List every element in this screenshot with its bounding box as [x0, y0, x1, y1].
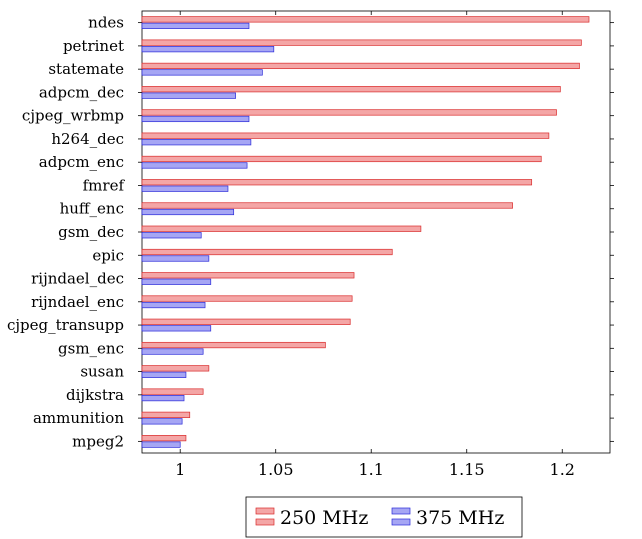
bar-250mhz [141, 248, 393, 256]
bar-250mhz [141, 132, 550, 139]
category-label: cjpeg_transupp [7, 316, 124, 334]
category-label: rijndael_enc [31, 293, 124, 311]
category-label: statemate [48, 60, 124, 78]
bar-250mhz [141, 295, 353, 302]
bar-375mhz [141, 115, 250, 123]
category-label: fmref [83, 176, 126, 194]
x-tick-label: 1 [175, 460, 185, 479]
category-label: gsm_enc [58, 339, 124, 357]
bar-375mhz [141, 418, 183, 425]
category-label: h264_dec [51, 130, 124, 148]
bar-375mhz [141, 232, 202, 239]
category-label: rijndael_dec [31, 270, 124, 288]
bar-375mhz [141, 22, 250, 29]
bar-375mhz [141, 278, 212, 285]
category-label: petrinet [63, 37, 124, 55]
bar-375mhz [141, 46, 275, 53]
bar-250mhz [141, 225, 422, 232]
bar-375mhz [141, 92, 236, 99]
bar-250mhz [141, 86, 561, 93]
bar-250mhz [141, 272, 355, 279]
bar-250mhz [141, 16, 590, 23]
bar-375mhz [141, 162, 248, 169]
bar-250mhz [141, 39, 582, 46]
bar-250mhz [141, 365, 210, 372]
legend-swatch-375mhz-lower [391, 518, 411, 526]
bar-250mhz [141, 202, 513, 209]
bar-250mhz [141, 109, 557, 116]
bar-250mhz [141, 155, 542, 163]
bar-375mhz [141, 69, 263, 76]
bar-250mhz [141, 318, 351, 325]
bar-375mhz [141, 208, 235, 216]
legend-swatch-375mhz [391, 507, 411, 515]
category-label: ammunition [33, 409, 124, 427]
bar-375mhz [141, 139, 252, 146]
bar-250mhz [141, 388, 204, 395]
bar-375mhz [141, 348, 204, 355]
category-label: adpcm_dec [39, 83, 124, 101]
bar-250mhz [141, 62, 580, 70]
x-tick-label: 1.15 [449, 460, 485, 479]
category-label: huff_enc [60, 200, 124, 218]
bar-375mhz [141, 301, 206, 309]
legend-swatch-250mhz-lower [255, 518, 275, 526]
legend: 250 MHz 375 MHz [245, 496, 523, 538]
legend-label-250mhz: 250 MHz [280, 507, 368, 529]
bar-375mhz [141, 255, 210, 262]
category-label: dijkstra [66, 386, 124, 404]
x-tick-label: 1.1 [358, 460, 383, 479]
bar-375mhz [141, 325, 212, 332]
plot-area: 1 1.05 1.1 1.15 1.2 ndes petrinet statemate adpc… [7, 10, 614, 479]
legend-label-375mhz: 375 MHz [416, 507, 504, 529]
bar-250mhz [141, 435, 187, 442]
legend-box [245, 496, 523, 538]
bar-375mhz [141, 185, 229, 192]
bar-375mhz [141, 371, 187, 378]
x-tick-label: 1.2 [550, 460, 575, 479]
category-label: gsm_dec [58, 223, 124, 241]
legend-swatch-250mhz [255, 507, 275, 515]
bar-250mhz [141, 411, 191, 418]
bar-250mhz [141, 179, 533, 186]
category-label: adpcm_enc [39, 153, 124, 171]
bar-375mhz [141, 394, 185, 402]
category-label: epic [92, 246, 124, 264]
category-label: ndes [88, 14, 124, 32]
bar-250mhz [141, 341, 326, 349]
plot-frame [141, 10, 611, 454]
bar-375mhz [141, 441, 181, 448]
category-label: susan [80, 363, 124, 381]
category-label: cjpeg_wrbmp [22, 107, 124, 125]
x-tick-label: 1.05 [258, 460, 294, 479]
category-label: mpeg2 [72, 432, 124, 450]
